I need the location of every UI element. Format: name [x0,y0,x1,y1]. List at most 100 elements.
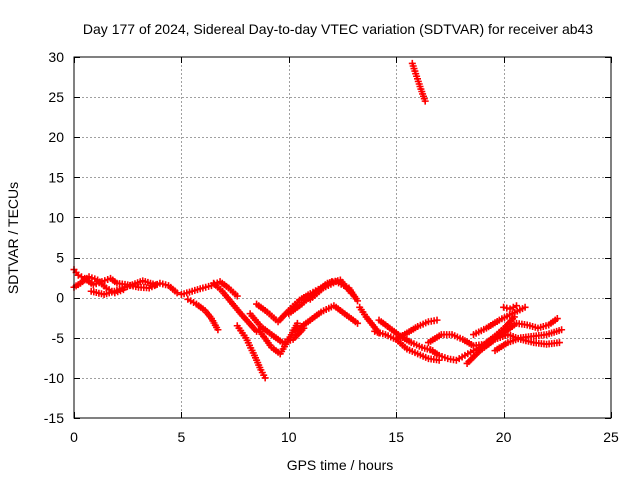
series-s22 [470,303,529,339]
y-tick-label: -5 [52,330,65,346]
interp-markers [472,341,486,349]
interp-markers [485,318,501,331]
x-tick-label: 5 [178,429,186,445]
interp-markers [96,278,108,290]
interp-markers [405,324,419,336]
interp-markers [345,313,359,326]
interp-markers [248,312,263,328]
interp-markers [137,283,150,292]
interp-markers [90,288,105,298]
interp-markers [493,340,510,353]
data-point [512,302,520,310]
interp-markers [88,274,99,283]
series-s14 [356,303,383,337]
interp-markers [427,332,443,345]
interp-markers [270,332,284,345]
interp-markers [246,320,259,333]
interp-markers [455,353,466,363]
chart-title: Day 177 of 2024, Sidereal Day-to-day VTE… [83,21,593,37]
interp-markers [416,351,430,361]
interp-markers [464,348,475,358]
interp-markers [504,321,518,334]
interp-markers [167,283,179,295]
data-point [354,297,362,305]
interp-markers [322,279,337,291]
interp-markers [116,283,131,293]
x-tick-label: 0 [70,429,78,445]
data-point [261,374,269,382]
data-point [553,315,561,323]
interp-markers [116,280,129,288]
interp-markers [526,322,539,331]
interp-markers [220,289,233,304]
interp-markers [465,348,482,366]
y-tick-label: 15 [48,169,64,185]
y-tick-label: 25 [48,89,64,105]
interp-markers [72,281,82,290]
interp-markers [451,332,464,342]
interp-markers [256,328,274,349]
interp-markers [278,338,291,355]
data-point [421,97,429,105]
y-tick-label: -15 [44,410,64,426]
interp-markers [79,274,91,286]
interp-markers [507,335,522,346]
y-tick-label: 20 [48,129,64,145]
series-s25 [408,59,429,105]
data-point [152,281,160,289]
interp-markers [410,340,423,350]
x-tick-label: 15 [388,429,404,445]
series-s10 [255,319,301,358]
interp-markers [195,302,207,313]
interp-markers [227,286,239,298]
interp-markers [101,276,112,285]
interp-markers [537,322,550,331]
data-point [354,319,362,327]
interp-markers [416,319,430,329]
y-tick-label: 0 [56,290,64,306]
interp-markers [212,281,224,293]
interp-markers [515,320,528,328]
interp-markers [384,332,397,342]
interp-markers [364,315,375,327]
interp-markers [346,286,360,303]
interp-markers [427,355,440,364]
interp-markers [406,346,419,357]
interp-markers [287,298,301,312]
interp-markers [270,345,282,356]
series-s3 [87,277,160,298]
y-tick-label: -10 [44,370,64,386]
interp-markers [377,318,392,330]
interp-markers [306,310,323,324]
data-point [214,326,222,334]
data-point [293,319,301,327]
interp-markers [187,297,198,306]
interp-markers [545,339,561,348]
interp-markers [293,319,310,334]
interp-markers [504,315,517,329]
interp-markers [429,347,441,358]
data-point [233,292,241,300]
interp-markers [357,306,368,318]
x-tick-label: 10 [281,429,297,445]
interp-markers [438,353,449,362]
interp-markers [287,302,303,316]
series-s23 [491,326,566,355]
interp-markers [545,327,563,338]
interp-markers [92,279,103,288]
series-s5 [184,295,222,334]
interp-markers [547,316,559,327]
interp-markers [414,75,424,90]
interp-markers [252,354,264,371]
interp-markers [255,302,269,314]
data-point [558,326,566,334]
data-point [433,316,441,324]
y-tick-label: 10 [48,209,64,225]
interp-markers [494,332,509,342]
series-s24 [500,302,520,313]
interp-markers [235,324,248,339]
data-series [70,59,566,382]
x-axis-label: GPS time / hours [287,457,394,473]
interp-markers [335,279,350,291]
series-s18 [427,342,486,364]
